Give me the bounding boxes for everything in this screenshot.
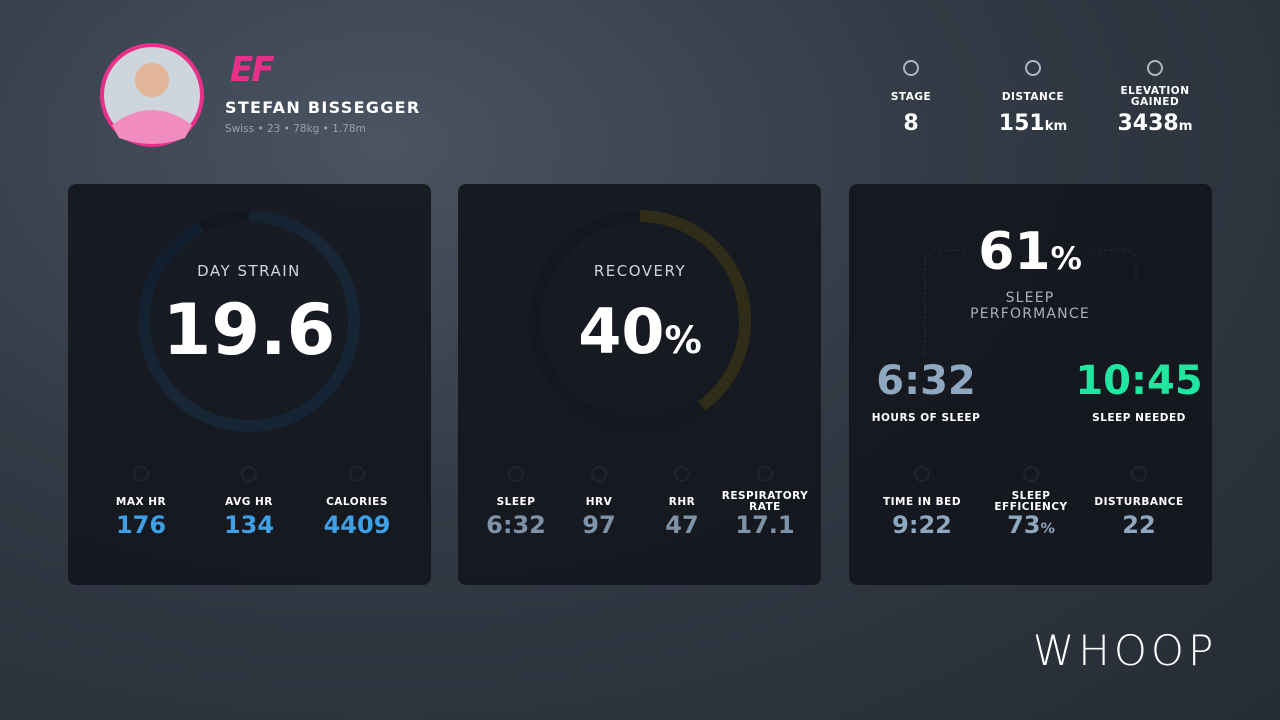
stage-stat-value-number: 3438 [1117, 111, 1179, 136]
stat-icon [1025, 60, 1041, 76]
strain-stat-value: 4409 [307, 511, 407, 539]
strain-stat-label: AVG HR [225, 495, 273, 508]
recovery-card [458, 184, 821, 585]
strain-card [68, 184, 431, 585]
strain-stat-label: CALORIES [326, 495, 388, 508]
sleep-stat-value: 9:22 [872, 511, 972, 539]
recovery-stat-value-number: 6:32 [486, 511, 546, 539]
strain-stat-label: MAX HR [115, 495, 167, 508]
brand-logo: WHOOP [1032, 626, 1218, 675]
sleep-stat-label: TIME IN BED [882, 495, 962, 508]
avatar-face [135, 63, 169, 97]
hours-of-sleep: 6:32 [876, 358, 976, 404]
sleep-performance-unit: % [1050, 241, 1082, 277]
strain-stat-value-number: 4409 [323, 511, 391, 539]
sleep-stat-value-number: 9:22 [892, 511, 952, 539]
recovery-stat-value-number: 47 [665, 511, 699, 539]
recovery-value-unit: % [664, 318, 702, 362]
strain-value: 19.6 [162, 289, 336, 371]
recovery-stat-value: 17.1 [715, 511, 815, 539]
sleep-card [849, 184, 1212, 585]
sleep-performance-number: 61 [978, 222, 1051, 282]
stage-stat-value-number: 151 [998, 111, 1045, 136]
stage-stat-label: ELEVATION GAINED [1120, 85, 1190, 108]
recovery-stat-label: RHR [668, 495, 696, 508]
recovery-stat-label: HRV [585, 495, 613, 508]
recovery-stat-value: 6:32 [466, 511, 566, 539]
sleep-performance: 61% [960, 222, 1100, 282]
recovery-label: RECOVERY [593, 261, 687, 280]
stage-stat-value-number: 8 [903, 111, 919, 136]
hours-of-sleep-label: HOURS OF SLEEP [871, 411, 981, 424]
recovery-stat-label: SLEEP [496, 495, 536, 508]
stat-icon [903, 60, 919, 76]
strain-stat-value: 134 [199, 511, 299, 539]
sleep-stat-label: DISTURBANCE [1094, 495, 1184, 508]
recovery-stat-label: RESPIRATORY RATE [721, 490, 809, 513]
strain-stat-value-number: 134 [223, 511, 275, 539]
stage-stat-value: 3438m [1100, 111, 1210, 136]
strain-stat-value: 176 [91, 511, 191, 539]
stage-stat-value-unit: km [1044, 119, 1068, 134]
sleep-stat-value-number: 73 [1007, 511, 1041, 539]
recovery-stat-value: 97 [549, 511, 649, 539]
stage-stat-label: STAGE [890, 90, 932, 103]
sleep-stat-value: 73% [981, 511, 1081, 539]
recovery-stat-value-number: 97 [582, 511, 616, 539]
strain-label: DAY STRAIN [197, 261, 301, 280]
stage-stat-value: 151km [978, 111, 1088, 136]
sleep-stat-value-number: 22 [1122, 511, 1156, 539]
stage-stat-value-unit: m [1178, 119, 1193, 134]
stat-icon [1147, 60, 1163, 76]
sleep-stat-value-unit: % [1040, 521, 1055, 537]
recovery-stat-value: 47 [632, 511, 732, 539]
team-logo: EF [230, 50, 274, 90]
recovery-value: 40% [540, 295, 740, 368]
sleep-stat-label: SLEEP EFFICIENCY [994, 490, 1068, 513]
strain-stat-value-number: 176 [115, 511, 167, 539]
avatar-jersey [112, 110, 192, 144]
stage-stat-value: 8 [856, 111, 966, 136]
sleep-performance-label: SLEEP PERFORMANCE [970, 290, 1090, 322]
sleep-needed-label: SLEEP NEEDED [1092, 411, 1186, 424]
recovery-value-number: 40 [578, 295, 665, 368]
stage-stat-label: DISTANCE [1001, 90, 1065, 103]
sleep-stat-value: 22 [1089, 511, 1189, 539]
recovery-stat-value-number: 17.1 [735, 511, 795, 539]
athlete-details: Swiss • 23 • 78kg • 1.78m [225, 123, 366, 135]
sleep-needed: 10:45 [1075, 358, 1203, 404]
athlete-name: STEFAN BISSEGGER [225, 98, 421, 117]
